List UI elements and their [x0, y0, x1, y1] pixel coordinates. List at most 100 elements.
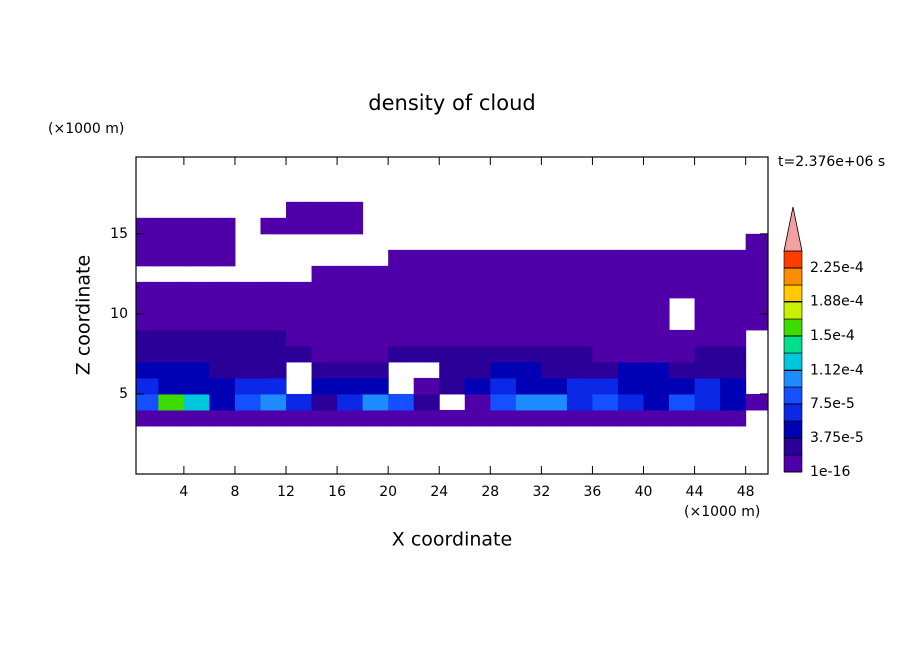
- contour-cell: [158, 249, 185, 267]
- contour-cell: [311, 313, 338, 331]
- contour-cell: [183, 217, 210, 235]
- contour-cell: [337, 361, 364, 379]
- contour-cell: [286, 393, 313, 411]
- contour-cell: [745, 393, 768, 411]
- contour-cell: [234, 313, 261, 331]
- contour-cell: [209, 345, 236, 363]
- contour-cell: [158, 313, 185, 331]
- contour-cell: [464, 281, 491, 299]
- y-tick-label: 5: [119, 386, 128, 402]
- contour-cell: [694, 281, 721, 299]
- contour-cell: [515, 361, 542, 379]
- contour-cell: [694, 265, 721, 283]
- contour-cell: [388, 281, 415, 299]
- contour-cell: [234, 393, 261, 411]
- contour-cell: [745, 297, 768, 315]
- contour-cell: [286, 297, 313, 315]
- contour-cell: [183, 409, 210, 427]
- contour-cell: [515, 249, 542, 267]
- contour-cell: [362, 329, 389, 347]
- contour-cell: [490, 361, 517, 379]
- y-tick-label: 15: [110, 226, 128, 242]
- contour-cell: [337, 265, 364, 283]
- contour-cell: [209, 377, 236, 395]
- y-axis-label: Z coordinate: [73, 255, 95, 375]
- contour-cell: [439, 377, 466, 395]
- contour-cell: [183, 393, 210, 411]
- contour-cell: [617, 281, 645, 299]
- contour-cell: [260, 393, 287, 411]
- contour-cell: [669, 281, 696, 299]
- colorbar-band: [783, 284, 803, 303]
- contour-cell: [490, 281, 517, 299]
- contour-cell: [413, 329, 440, 347]
- colorbar-band: [783, 250, 803, 269]
- x-tick-label: 4: [179, 484, 188, 500]
- contour-cell: [643, 265, 670, 283]
- contour-cell: [720, 249, 747, 267]
- contour-cell: [413, 345, 440, 363]
- contour-cell: [515, 313, 542, 331]
- colorbar-band: [783, 454, 803, 473]
- contour-cell: [209, 249, 236, 267]
- contour-cell: [720, 313, 747, 331]
- contour-cell: [362, 297, 389, 315]
- contour-cell: [464, 377, 491, 395]
- colorbar-tick-label: 2.25e-4: [810, 260, 864, 276]
- contour-cell: [694, 249, 721, 267]
- contour-cell: [490, 249, 517, 267]
- contour-cell: [413, 281, 440, 299]
- contour-cell: [234, 281, 261, 299]
- contour-cell: [209, 297, 236, 315]
- contour-cell: [643, 249, 670, 267]
- contour-cell: [337, 345, 364, 363]
- contour-cell: [158, 409, 185, 427]
- contour-cell: [413, 313, 440, 331]
- contour-cell: [592, 393, 619, 411]
- colorbar-tick-label: 1e-16: [810, 464, 850, 480]
- contour-cell: [158, 377, 185, 395]
- contour-cell: [541, 377, 568, 395]
- contour-cell: [311, 377, 338, 395]
- colorbar-tick-label: 7.5e-5: [810, 396, 855, 412]
- contour-cell: [388, 297, 415, 315]
- contour-cell: [311, 281, 338, 299]
- contour-cell: [566, 265, 593, 283]
- contour-cell: [413, 297, 440, 315]
- contour-cell: [566, 297, 593, 315]
- contour-cell: [136, 409, 159, 427]
- contour-cell: [643, 409, 670, 427]
- contour-cell: [234, 377, 261, 395]
- contour-cell: [362, 265, 389, 283]
- x-tick-label: 32: [532, 484, 550, 500]
- y-unit: (×1000 m): [48, 121, 124, 137]
- x-tick-label: 28: [481, 484, 499, 500]
- contour-cell: [439, 265, 466, 283]
- contour-cell: [136, 377, 159, 395]
- contour-cell: [592, 377, 619, 395]
- contour-cell: [413, 377, 440, 395]
- contour-cell: [720, 281, 747, 299]
- contour-cell: [209, 233, 236, 251]
- contour-cell: [136, 233, 159, 251]
- contour-cell: [286, 313, 313, 331]
- contour-cell: [209, 393, 236, 411]
- contour-cell: [541, 361, 568, 379]
- colorbar-band: [783, 318, 803, 337]
- contour-cell: [541, 265, 568, 283]
- contour-cell: [209, 313, 236, 331]
- contour-cell: [464, 409, 491, 427]
- contour-cell: [260, 297, 287, 315]
- x-unit: (×1000 m): [684, 504, 760, 520]
- contour-cell: [669, 377, 696, 395]
- contour-cell: [311, 393, 338, 411]
- contour-cell: [311, 409, 338, 427]
- contour-cell: [617, 393, 645, 411]
- contour-cell: [669, 393, 696, 411]
- contour-cell: [311, 361, 338, 379]
- contour-cell: [286, 281, 313, 299]
- contour-cell: [183, 361, 210, 379]
- contour-cell: [388, 265, 415, 283]
- contour-cell: [260, 409, 287, 427]
- contour-cell: [720, 377, 747, 395]
